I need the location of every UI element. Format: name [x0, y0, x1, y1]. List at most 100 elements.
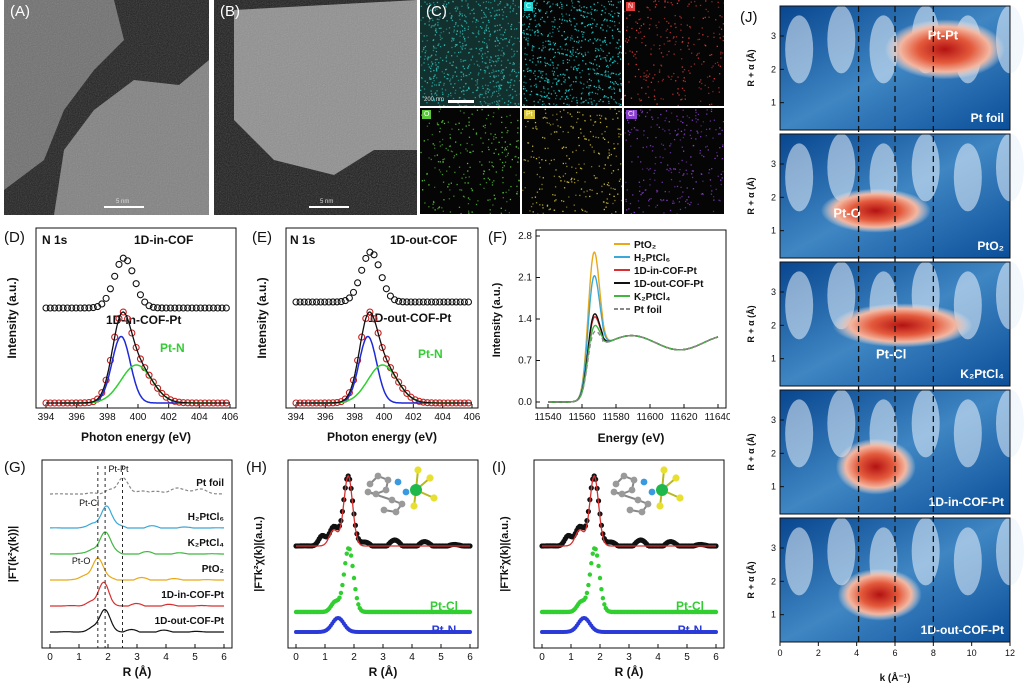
- sample-label: 1D-in-COF-Pt: [929, 495, 1004, 509]
- y-tick-label: 3: [771, 543, 776, 553]
- eds-element-tag: C: [524, 2, 533, 11]
- data-marker: [465, 299, 471, 305]
- data-marker: [223, 305, 229, 311]
- x-tick-label: 5: [438, 652, 444, 663]
- data-marker: [359, 267, 365, 273]
- data-marker: [129, 268, 135, 274]
- carbon-atom: [645, 501, 652, 508]
- x-tick-label: 11600: [636, 412, 664, 423]
- y-tick-label: 3: [771, 415, 776, 425]
- pt-cl-marker: [347, 547, 351, 551]
- panel-e-plot: (E) N 1s 1D-out-COF 1D-out-COF-Pt Pt-N 3…: [250, 220, 482, 448]
- data-marker: [379, 275, 385, 281]
- y-tick-label: 3: [771, 287, 776, 297]
- pt-cl-marker: [602, 602, 606, 606]
- pt-cl-marker: [596, 564, 600, 568]
- data-marker: [338, 299, 344, 305]
- x-tick-label: 400: [130, 412, 147, 423]
- pt-cl-marker: [586, 583, 590, 587]
- scale-bar-label: 5 nm: [320, 199, 333, 205]
- y-axis-label: R + α (Å): [746, 561, 756, 598]
- x-axis-label: R (Å): [369, 664, 398, 679]
- eds-map-c: C: [522, 0, 622, 106]
- x-tick-label: 11560: [568, 412, 596, 423]
- pt-n-annotation: Pt-N: [160, 341, 185, 355]
- y-tick-label: 1: [771, 610, 776, 620]
- hotspot: [833, 303, 973, 347]
- pt-n-marker: [468, 630, 472, 634]
- pt-cl-marker: [589, 561, 593, 565]
- pt-n-annotation: Pt-N: [418, 347, 443, 361]
- feature-label: Pt-O: [833, 205, 860, 220]
- pt-cl-marker: [599, 587, 603, 591]
- x-tick-label: 4: [163, 652, 169, 663]
- y-tick-label: 2: [771, 192, 776, 202]
- x-axis-label: Photon energy (eV): [81, 430, 191, 444]
- sample-label: PtO₂: [977, 239, 1004, 253]
- y-axis-label: Intensity (a.u.): [491, 282, 503, 357]
- scale-bar: [104, 206, 144, 208]
- x-tick-label: 1: [568, 652, 574, 663]
- y-tick-label: 1: [771, 482, 776, 492]
- pt-pt-annotation: Pt-Pt: [109, 464, 130, 474]
- core-level-title: N 1s: [42, 233, 68, 247]
- y-tick-label: 1.4: [518, 314, 532, 325]
- contour-band: [785, 399, 813, 467]
- scale-bar: [448, 100, 474, 103]
- x-tick-label: 8: [931, 648, 936, 658]
- xanes-curve: [548, 276, 718, 402]
- pt-cl-path-label: Pt-Cl: [676, 599, 704, 613]
- hotspot: [838, 569, 922, 621]
- data-marker: [107, 286, 113, 292]
- chlorine-atom: [410, 502, 417, 509]
- x-tick-label: 398: [346, 412, 363, 423]
- pt-cl-marker: [714, 610, 718, 614]
- pt-n-path-label: Pt-N: [432, 623, 457, 637]
- y-tick-label: 2: [771, 320, 776, 330]
- x-tick-label: 0: [777, 648, 782, 658]
- y-tick-label: 2: [771, 64, 776, 74]
- carbon-atom: [383, 487, 390, 494]
- y-axis-label: R + α (Å): [746, 177, 756, 214]
- x-tick-label: 6: [892, 648, 897, 658]
- carbon-atom: [381, 507, 388, 514]
- y-axis-label: Intensity (a.u.): [255, 277, 269, 358]
- x-tick-label: 5: [684, 652, 690, 663]
- contour-band: [954, 143, 982, 211]
- y-axis-label: |FTk²χ(k)|(a.u.): [499, 516, 511, 592]
- data-marker: [375, 262, 381, 268]
- x-tick-label: 2: [351, 652, 357, 663]
- panel-label-c: (C): [424, 4, 449, 20]
- carbon-atom: [365, 489, 372, 496]
- x-tick-label: 400: [376, 412, 393, 423]
- pt-cl-marker: [342, 572, 346, 576]
- panel-b-image: [214, 0, 417, 215]
- x-axis-label: R (Å): [615, 664, 644, 679]
- panel-label-b: (B): [218, 4, 242, 20]
- feature-label: Pt-Pt: [928, 27, 959, 42]
- pt-cl-annotation: Pt-Cl: [79, 498, 99, 508]
- eds-map-pt: Pt: [522, 108, 622, 214]
- pt-cl-marker: [601, 596, 605, 600]
- xanes-curve: [548, 317, 718, 402]
- x-tick-label: 2: [597, 652, 603, 663]
- x-axis-label: Photon energy (eV): [327, 430, 437, 444]
- x-tick-label: 6: [713, 652, 719, 663]
- pt-n-marker: [714, 630, 718, 634]
- sample-top-label: 1D-in-COF: [134, 233, 193, 247]
- pt-cl-marker: [595, 553, 599, 557]
- pt-cl-marker: [352, 576, 356, 580]
- eds-element-tag: N: [626, 2, 635, 11]
- contour-band: [785, 527, 813, 595]
- x-tick-label: 398: [99, 412, 116, 423]
- sample-top-label: 1D-out-COF: [390, 233, 457, 247]
- panel-label-d: (D): [4, 229, 25, 246]
